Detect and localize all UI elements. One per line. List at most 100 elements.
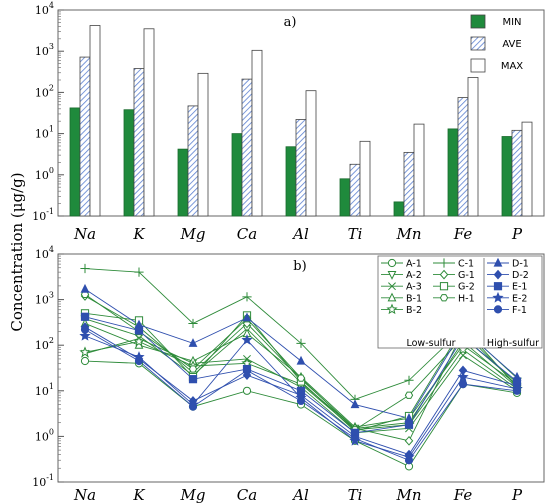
legend-marker-f-1	[493, 305, 503, 314]
bar-max-ti	[359, 140, 371, 217]
panel-b-category-mg: Mg	[180, 486, 206, 504]
legend-marker-a-1	[387, 258, 397, 268]
panel-a-bar-chart: a) 10-1 100 101 102 103 104 MIN AVE MAX	[32, 1, 545, 223]
bar-max-k	[143, 28, 155, 217]
point-f-1-k	[134, 356, 144, 366]
legend-label-d-2: D-2	[512, 270, 529, 281]
panel-b-frame	[57, 253, 545, 483]
y-axis-label: Concentration (μg/g)	[8, 172, 26, 331]
legend-marker-d-1	[493, 257, 503, 267]
point-g-1-mn	[404, 435, 414, 446]
panel-b-category-p: P	[511, 486, 523, 504]
legend-marker-a-3	[388, 282, 396, 291]
point-b-2-k	[133, 335, 145, 347]
point-f-1-ti	[350, 434, 360, 443]
legend-label-c-1: C-1	[458, 259, 474, 270]
legend-label-e-1: E-1	[512, 282, 527, 293]
panel-a-y-tick-label: 103	[35, 42, 54, 58]
point-e-2-na	[79, 329, 91, 341]
point-d-1-al	[296, 355, 306, 365]
point-f-1-fe	[458, 380, 468, 389]
legend-label-ave: AVE	[502, 39, 521, 50]
point-e-1-na	[80, 312, 90, 321]
point-b-2-na	[79, 346, 91, 358]
bar-max-p	[521, 121, 533, 217]
bar-min-k	[123, 109, 135, 217]
legend-group-low-sulfur: Low-sulfur	[406, 338, 455, 349]
panel-b-category-ca: Ca	[237, 486, 257, 504]
panel-b-line-chart: b) 10-1 100 101 102 103 104 A-1A-2A-3B-1B-2 C-…	[32, 245, 545, 489]
bar-max-fe	[467, 77, 479, 217]
bar-ave-k	[133, 68, 145, 217]
legend-label-f-1: F-1	[512, 305, 527, 316]
legend-swatch-min	[470, 14, 486, 29]
point-d-1-mg	[188, 338, 198, 347]
bar-min-p	[501, 136, 513, 217]
panel-a-legend: MIN AVE MAX	[470, 14, 523, 73]
point-d-1-ca	[242, 312, 252, 322]
panel-a-y-tick-label: 101	[35, 125, 54, 141]
point-h-1-mg	[188, 365, 198, 373]
point-c-1-ca	[242, 292, 252, 302]
panel-a-y-tick-label: 10-1	[32, 207, 54, 223]
panel-b-category-fe: Fe	[453, 486, 473, 504]
point-e-1-k	[134, 326, 144, 335]
point-d-1-na	[80, 283, 90, 293]
bar-ave-al	[295, 119, 307, 217]
point-e-2-ca	[241, 334, 253, 345]
legend-swatch-ave	[470, 36, 486, 51]
legend-marker-h-1	[439, 294, 449, 302]
legend-label-b-2: B-2	[406, 305, 422, 316]
panel-a-category-k: K	[132, 225, 145, 243]
panel-a-category-fe: Fe	[453, 225, 473, 243]
point-c-1-mn	[404, 375, 414, 385]
panel-a-category-ti: Ti	[348, 225, 363, 243]
bar-max-na	[89, 25, 101, 217]
point-a-1-na	[80, 356, 90, 366]
panel-b-category-na: Na	[73, 486, 96, 504]
panel-a-category-mg: Mg	[180, 225, 206, 243]
panel-a-category-ca: Ca	[237, 225, 257, 243]
legend-marker-g-1	[439, 269, 449, 280]
legend-marker-g-2	[439, 282, 449, 291]
legend-label-d-1: D-1	[512, 259, 529, 270]
panel-b-y-tick-label: 101	[35, 382, 54, 398]
panel-b-y-tick-label: 103	[35, 291, 54, 307]
legend-box	[377, 255, 543, 349]
legend-marker-a-2	[387, 271, 397, 280]
point-c-1-al	[296, 338, 306, 348]
panel-b-y-tick-label: 102	[35, 336, 54, 352]
bar-min-al	[285, 146, 297, 217]
bar-min-fe	[447, 128, 459, 217]
legend-label-a-3: A-3	[406, 282, 422, 293]
point-e-2-fe	[457, 371, 469, 382]
bar-min-mn	[393, 201, 405, 217]
bar-ave-ca	[241, 78, 253, 217]
panel-b-legend: A-1A-2A-3B-1B-2 C-1G-1G-2H-1 D-1D-2E-1E-2F…	[377, 255, 543, 349]
point-e-1-mn	[404, 420, 414, 429]
panel-b-y-tick-label: 10-1	[32, 473, 54, 489]
point-f-1-al	[296, 396, 306, 406]
legend-label-h-1: H-1	[458, 293, 475, 304]
bar-ave-ti	[349, 163, 361, 217]
panel-a-y-tick-label: 100	[35, 166, 54, 182]
point-c-1-k	[134, 267, 144, 277]
bar-max-ca	[251, 49, 263, 217]
legend-marker-b-1	[387, 292, 397, 302]
point-f-1-na	[80, 325, 90, 334]
panel-a-y-tick-label: 102	[35, 83, 54, 99]
point-d-1-ti	[350, 399, 360, 409]
point-c-1-mg	[188, 318, 198, 329]
legend-marker-e-2	[492, 291, 504, 303]
legend-marker-c-1	[439, 258, 449, 268]
panel-b-category-ti: Ti	[348, 486, 363, 504]
bar-min-ca	[231, 133, 243, 217]
legend-label-min: MIN	[502, 17, 521, 28]
legend-label-g-1: G-1	[458, 270, 475, 281]
panel-b-y-tick-label: 104	[35, 245, 54, 261]
bar-min-mg	[177, 148, 189, 217]
panel-a-y-tick-label: 104	[35, 1, 54, 17]
bar-ave-mn	[403, 151, 415, 217]
panel-a-category-na: Na	[73, 225, 96, 243]
